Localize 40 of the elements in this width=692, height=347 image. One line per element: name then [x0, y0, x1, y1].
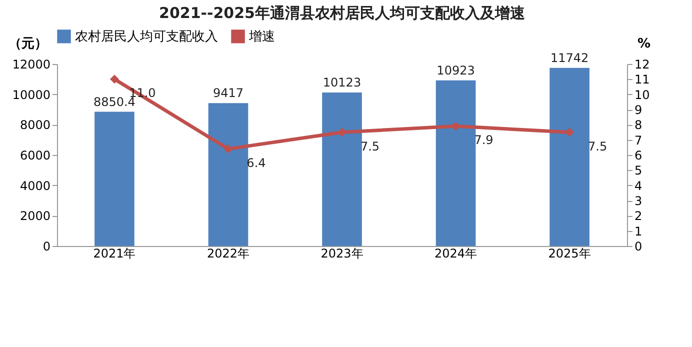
y-tick-label: 8000	[20, 118, 50, 132]
x-tick-label: 2024年	[434, 246, 478, 260]
y-tick-label: 10000	[12, 88, 50, 102]
x-tick-label: 2023年	[320, 246, 364, 260]
y-axis-title: （元）	[8, 36, 48, 52]
y2-tick-label: 12	[634, 58, 650, 72]
y2-tick-label: 5	[634, 164, 642, 178]
y-tick-label: 2000	[20, 209, 50, 224]
data-label: 10923	[436, 63, 475, 78]
y2-tick-label: 6	[634, 148, 642, 162]
data-label: 9417	[212, 86, 244, 100]
y-tick-label: 6000	[20, 148, 50, 162]
bar	[550, 68, 590, 246]
y2-tick-label: 0	[634, 240, 642, 254]
bar	[208, 103, 248, 246]
y2-tick-label: 9	[634, 103, 642, 117]
y2-tick-label: 8	[634, 118, 642, 132]
y2-axis-title: %	[638, 36, 651, 52]
data-label: 10123	[322, 75, 362, 90]
chart-title: 2021--2025年通渭县农村居民人均可支配收入及增速	[159, 4, 526, 22]
y2-tick-label: 3	[634, 194, 642, 208]
legend-label: 农村居民人均可支配收入	[75, 29, 218, 44]
bar	[436, 80, 476, 246]
x-tick-label: 2025年	[548, 246, 591, 260]
y2-tick-label: 11	[634, 72, 650, 87]
legend-label: 增速	[248, 29, 275, 44]
point	[110, 74, 119, 84]
bar	[322, 92, 362, 246]
y-tick-label: 4000	[20, 178, 50, 193]
x-tick-label: 2021年	[93, 246, 136, 260]
y2-tick-label: 1	[634, 224, 642, 238]
y-tick-label: 0	[42, 240, 50, 254]
y-tick-label: 12000	[12, 58, 50, 72]
y2-tick-label: 10	[634, 88, 650, 102]
data-label: 11742	[550, 50, 589, 65]
x-tick-label: 2022年	[206, 246, 250, 260]
y2-tick-label: 4	[634, 178, 642, 193]
bar	[94, 112, 134, 246]
y2-tick-label: 2	[634, 209, 642, 224]
y2-tick-label: 7	[634, 133, 642, 148]
